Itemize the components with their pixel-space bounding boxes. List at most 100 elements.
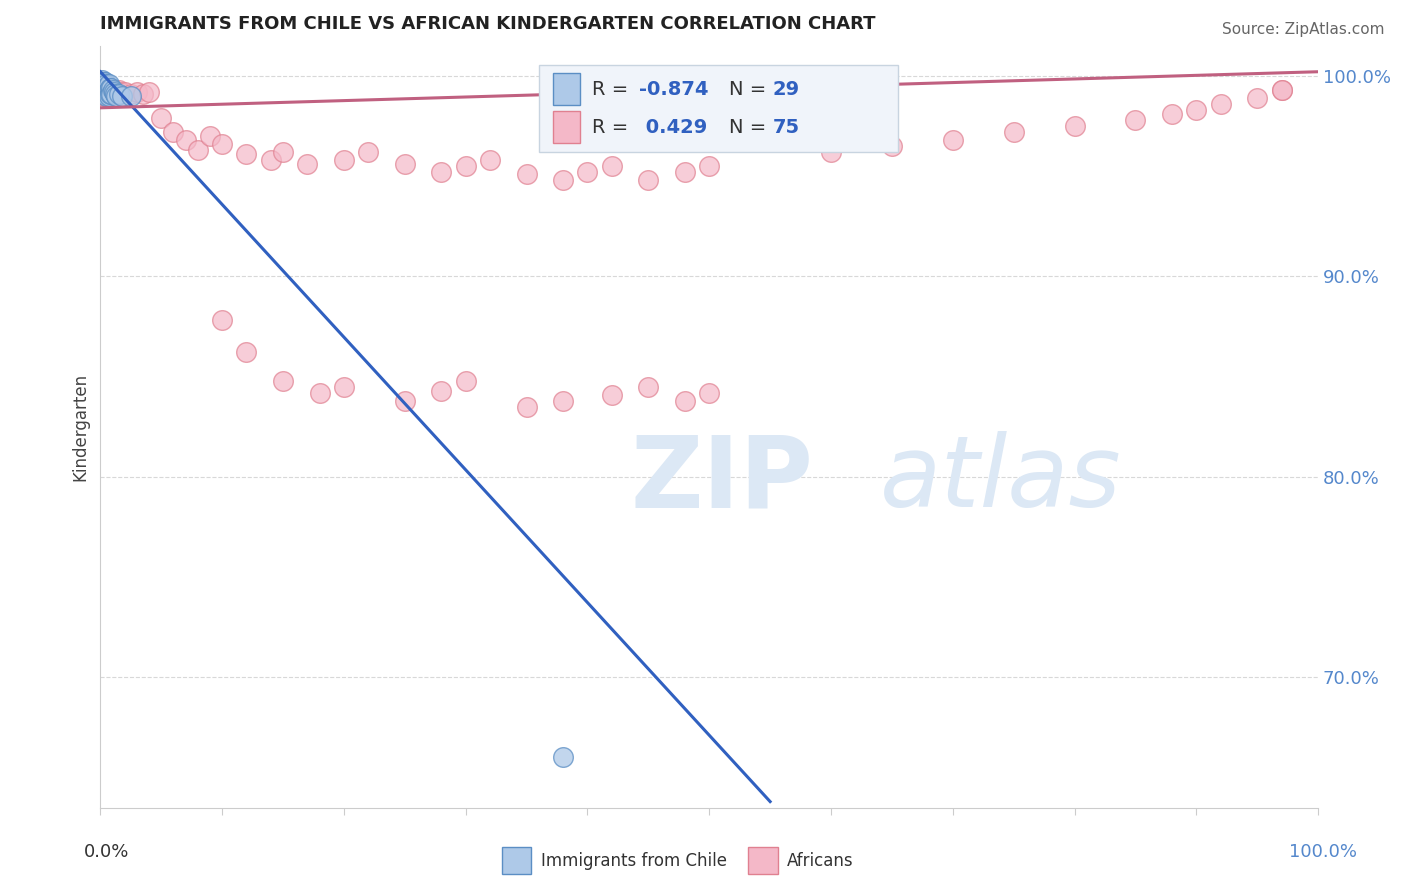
FancyBboxPatch shape [554, 73, 581, 105]
Point [98, 87, 121, 101]
Point [1209, 96, 1232, 111]
Point [454, 374, 477, 388]
Point [235, 345, 257, 359]
Point [101, 83, 124, 97]
Point [105, 85, 128, 99]
Point [553, 173, 575, 187]
Point [100, 87, 122, 101]
Y-axis label: Kindergarten: Kindergarten [72, 373, 89, 481]
Point [100, 87, 122, 101]
Point [108, 85, 131, 99]
Point [880, 139, 903, 153]
Point [96, 77, 118, 91]
Text: 75: 75 [772, 118, 800, 136]
Point [94, 77, 117, 91]
Point [103, 85, 125, 99]
Bar [748, 847, 778, 874]
Point [91, 87, 114, 101]
Point [673, 393, 696, 408]
Point [91, 77, 114, 91]
Text: ZIP: ZIP [630, 432, 813, 528]
Point [104, 87, 127, 101]
Point [93, 78, 115, 93]
Point [97, 78, 120, 93]
Point [516, 400, 538, 414]
Point [553, 750, 575, 764]
Point [454, 159, 477, 173]
Point [637, 173, 659, 187]
Point [97, 83, 120, 97]
Point [297, 157, 319, 171]
Point [150, 111, 173, 125]
Text: Africans: Africans [787, 852, 853, 870]
Point [120, 88, 142, 103]
Point [600, 159, 623, 173]
Point [96, 88, 118, 103]
FancyBboxPatch shape [554, 112, 581, 144]
Point [394, 393, 416, 408]
Point [96, 80, 118, 95]
Point [162, 125, 184, 139]
Point [271, 374, 294, 388]
Text: 0.429: 0.429 [638, 118, 707, 136]
Point [91, 75, 114, 89]
Point [430, 165, 453, 179]
Point [105, 88, 128, 103]
Point [100, 80, 122, 95]
Point [430, 384, 453, 398]
Point [1002, 125, 1025, 139]
Point [91, 83, 114, 97]
Point [111, 88, 134, 103]
Point [673, 165, 696, 179]
Point [942, 133, 965, 147]
Point [114, 85, 136, 99]
Point [1185, 103, 1208, 117]
Bar [502, 847, 531, 874]
Point [211, 313, 233, 327]
Point [94, 75, 117, 89]
Point [97, 83, 120, 97]
Point [138, 85, 160, 99]
Point [93, 87, 115, 101]
Point [1063, 119, 1085, 133]
Point [90, 83, 112, 97]
Text: atlas: atlas [880, 432, 1122, 528]
Text: Immigrants from Chile: Immigrants from Chile [541, 852, 727, 870]
Point [93, 88, 115, 103]
Text: N =: N = [728, 118, 772, 136]
Text: 29: 29 [772, 79, 800, 99]
Point [333, 379, 356, 393]
Text: 0.0%: 0.0% [84, 843, 129, 861]
Point [94, 87, 117, 101]
Text: -0.874: -0.874 [638, 79, 709, 99]
Point [107, 87, 129, 101]
Point [93, 80, 115, 95]
Point [235, 147, 257, 161]
Point [576, 165, 599, 179]
Point [93, 75, 115, 89]
Text: N =: N = [728, 79, 772, 99]
Point [271, 145, 294, 159]
Point [120, 87, 142, 101]
Point [94, 80, 117, 95]
Point [1161, 107, 1184, 121]
Point [308, 385, 330, 400]
Point [394, 157, 416, 171]
Point [97, 88, 120, 103]
Point [1271, 83, 1294, 97]
Point [637, 379, 659, 393]
Point [125, 85, 148, 99]
Point [333, 153, 356, 167]
Text: Source: ZipAtlas.com: Source: ZipAtlas.com [1222, 22, 1385, 37]
Point [111, 88, 134, 103]
Point [90, 72, 112, 87]
Text: R =: R = [592, 79, 636, 99]
Point [97, 88, 120, 103]
Point [132, 87, 155, 101]
Point [104, 87, 127, 101]
Point [174, 133, 197, 147]
FancyBboxPatch shape [538, 65, 898, 153]
Point [96, 88, 118, 103]
Point [94, 87, 117, 101]
Point [101, 83, 124, 97]
